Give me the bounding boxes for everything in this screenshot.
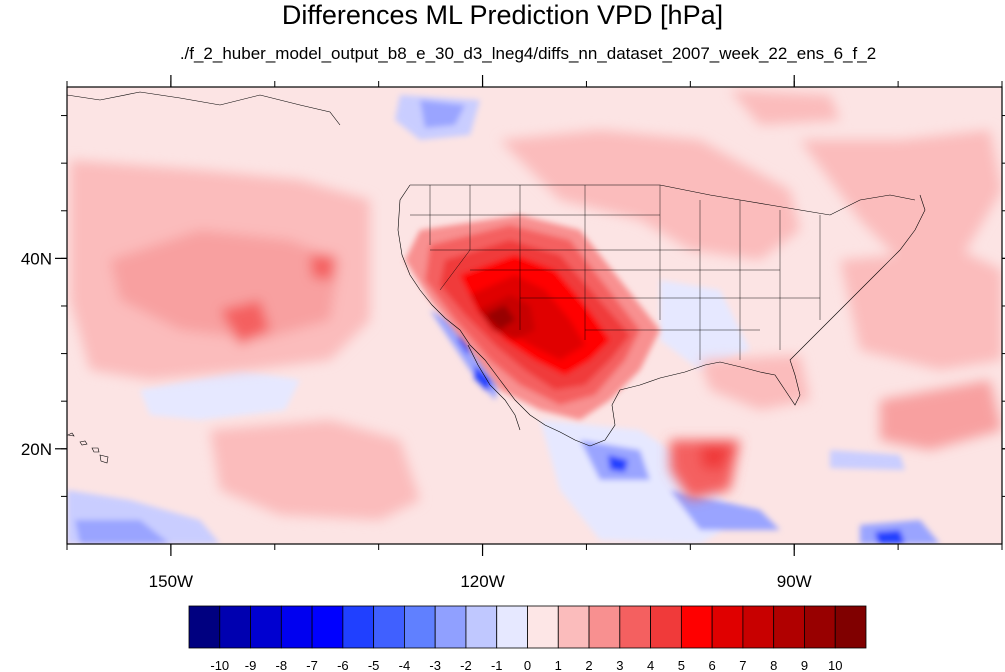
colorbar-swatch xyxy=(588,605,621,649)
positive-region xyxy=(110,230,340,340)
coastline xyxy=(397,184,591,447)
positive-region xyxy=(840,250,1002,370)
negative-region xyxy=(670,490,780,530)
positive-region xyxy=(700,445,732,470)
map-title: Differences ML Prediction VPD [hPa] xyxy=(281,0,724,30)
colorbar-swatch xyxy=(188,605,221,649)
colorbar-label: 3 xyxy=(616,658,623,672)
colorbar-label: -5 xyxy=(368,658,380,672)
colorbar-label: -8 xyxy=(276,658,288,672)
x-tick-label: 120W xyxy=(460,572,504,591)
negative-region xyxy=(474,365,492,392)
coastline xyxy=(410,184,916,216)
negative-region xyxy=(875,530,905,544)
colorbar-label: 10 xyxy=(828,658,842,672)
colorbar-swatch xyxy=(250,605,282,649)
colorbar-swatch xyxy=(280,605,313,649)
colorbar-label: -1 xyxy=(491,658,503,672)
colorbar-swatch xyxy=(373,605,405,649)
colorbar-swatch xyxy=(619,605,651,649)
colorbar-label: 2 xyxy=(585,658,592,672)
colorbar-swatch xyxy=(680,605,713,649)
colorbar-label: -6 xyxy=(337,658,349,672)
colorbar-swatch xyxy=(311,605,344,649)
state-border xyxy=(410,214,820,331)
colorbar-label: -4 xyxy=(399,658,411,672)
colorbar-label: 5 xyxy=(678,658,685,672)
negative-region xyxy=(830,450,905,470)
hotspot-level xyxy=(485,305,515,330)
colorbar-label: -2 xyxy=(460,658,472,672)
colorbar-label: 6 xyxy=(709,658,716,672)
colorbar-label: 0 xyxy=(524,658,531,672)
negative-region xyxy=(75,520,170,544)
colorbar-label: 7 xyxy=(739,658,746,672)
colorbar-swatch xyxy=(557,605,590,649)
colorbar-swatch xyxy=(834,605,867,649)
coastline xyxy=(467,344,521,431)
x-tick-label: 90W xyxy=(777,572,812,591)
colorbar-swatch xyxy=(342,605,375,649)
negative-region xyxy=(140,370,300,420)
y-tick-label: 40N xyxy=(21,249,52,268)
x-tick-label: 150W xyxy=(149,572,193,591)
y-tick-label: 20N xyxy=(21,440,52,459)
colorbar: -10 -9 -8 -7 -6 -5 -4 -3 -2 -1 0 1 2 3 4 5 6 7 8 9 10 xyxy=(188,605,867,672)
colorbar-swatch xyxy=(711,605,744,649)
colorbar-label: 4 xyxy=(647,658,654,672)
colorbar-swatch xyxy=(404,605,436,649)
map-frame xyxy=(66,86,1003,545)
positive-region xyxy=(310,255,335,280)
colorbar-swatch xyxy=(465,605,498,649)
positive-region xyxy=(210,420,420,520)
colorbar-label: -10 xyxy=(210,658,229,672)
map-subtitle: ./f_2_huber_model_output_b8_e_30_d3_lneg… xyxy=(179,44,877,63)
colorbar-swatch xyxy=(804,605,836,649)
colorbar-label: 1 xyxy=(555,658,562,672)
state-borders xyxy=(410,185,821,360)
positive-region xyxy=(730,90,840,125)
colorbar-label: -7 xyxy=(306,658,318,672)
colorbar-label: 8 xyxy=(770,658,777,672)
negative-region xyxy=(420,100,465,128)
positive-regions xyxy=(70,90,1002,520)
negative-region xyxy=(608,455,628,472)
positive-region xyxy=(220,300,270,345)
positive-region xyxy=(800,130,1002,260)
colorbar-swatch xyxy=(773,605,805,649)
island xyxy=(67,432,109,464)
colorbar-label: 9 xyxy=(801,658,808,672)
colorbar-swatch xyxy=(650,605,682,649)
colorbar-swatch xyxy=(496,605,528,649)
colorbar-swatch xyxy=(434,605,467,649)
hawaii-islands xyxy=(67,432,109,464)
colorbar-swatch xyxy=(527,605,559,649)
negative-region xyxy=(660,280,750,370)
coastlines xyxy=(67,91,926,447)
positive-region xyxy=(700,355,810,410)
axis-ticks: 150W 120W 90W 40N 20N xyxy=(21,75,1005,591)
positive-region xyxy=(880,380,1002,450)
colorbar-swatch xyxy=(219,605,251,649)
colorbar-label: -9 xyxy=(245,658,257,672)
positive-region xyxy=(500,130,800,260)
coastline xyxy=(67,91,341,126)
colorbar-label: -3 xyxy=(429,658,441,672)
contour-field xyxy=(67,87,1002,544)
colorbar-swatch xyxy=(742,605,775,649)
coastline xyxy=(589,194,926,447)
